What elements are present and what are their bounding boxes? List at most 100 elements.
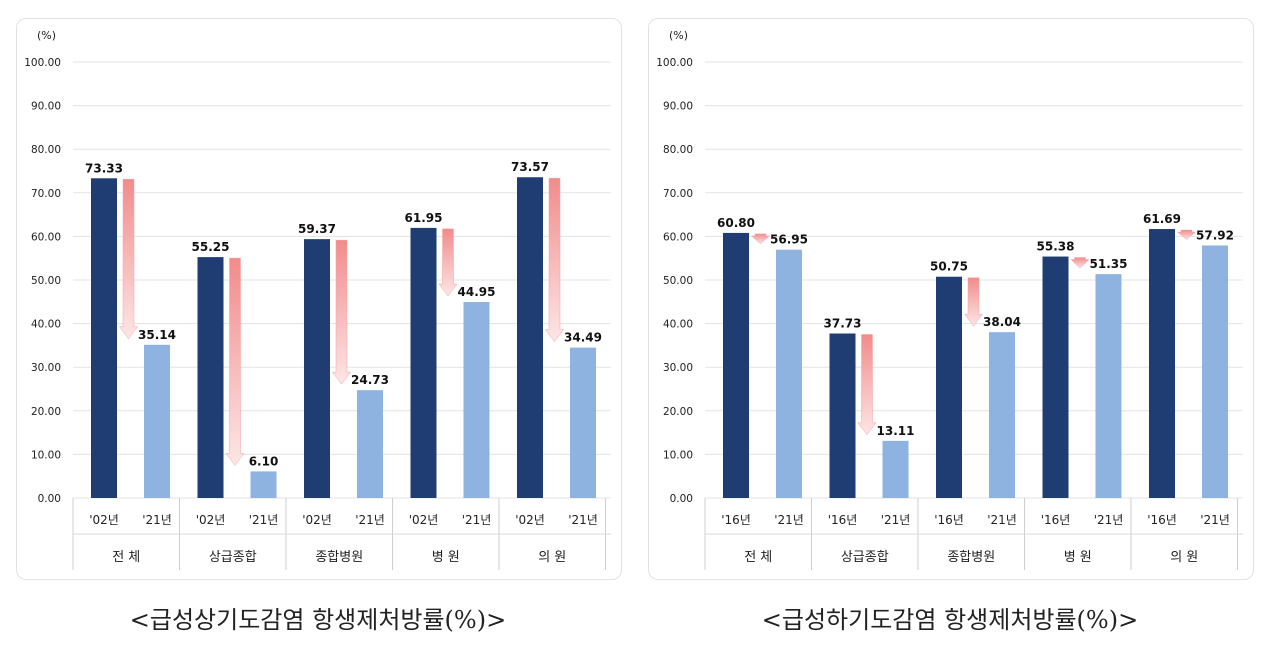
y-tick-label: 20.00: [663, 406, 693, 418]
chart-caption-left: <급성상기도감염 항생제처방률(%)>: [129, 606, 507, 634]
y-tick-label: 60.00: [663, 231, 693, 243]
y-tick-label: 70.00: [31, 188, 61, 200]
y-tick-label: 80.00: [663, 144, 693, 156]
bar-earlier: [410, 227, 437, 498]
y-unit-label: (%): [37, 29, 56, 42]
decrease-arrow: [750, 233, 771, 245]
bar-earlier: [197, 257, 224, 498]
x-category-label: 의 원: [1170, 550, 1198, 565]
x-year-label: '02년: [89, 513, 119, 527]
bar-earlier: [1042, 256, 1069, 498]
x-year-label: '21년: [1200, 513, 1230, 527]
x-category-label: 병 원: [432, 550, 460, 565]
x-category-label: 전 체: [112, 550, 140, 565]
value-label: 34.49: [564, 331, 602, 345]
value-label: 13.11: [877, 424, 915, 438]
chart-panel-right: (%) 0.00 10.00 20.00 30.00 40.00 50.00 60.00 70.…: [648, 18, 1254, 580]
chart-panel-left: (%) 0.00 10.00 20.00 30.00 40.00 50.00 60.00 70.…: [16, 18, 622, 580]
x-category-label: 상급종합: [209, 550, 257, 565]
decrease-arrow: [438, 228, 458, 297]
value-label: 59.37: [298, 222, 336, 236]
decrease-arrow: [964, 277, 983, 327]
value-label: 38.04: [983, 315, 1021, 329]
x-year-label: '16년: [934, 513, 964, 527]
x-category-label: 종합병원: [947, 550, 995, 565]
x-category-label: 상급종합: [841, 550, 889, 565]
chart-caption-right: <급성하기도감염 항생제처방률(%)>: [761, 606, 1139, 634]
x-year-label: '16년: [721, 513, 751, 527]
value-label: 56.95: [770, 233, 808, 247]
bar-chart-left: (%) 0.00 10.00 20.00 30.00 40.00 50.00 60.00 70.…: [24, 29, 611, 570]
x-year-label: '16년: [1147, 513, 1177, 527]
value-label: 60.80: [717, 216, 755, 230]
x-year-label: '21년: [249, 513, 279, 527]
decrease-arrow: [332, 239, 351, 385]
x-year-label: '21년: [1094, 513, 1124, 527]
x-category-label: 의 원: [538, 550, 566, 565]
x-year-label: '21년: [355, 513, 385, 527]
decrease-arrow: [119, 179, 138, 340]
decrease-arrow: [1070, 257, 1090, 269]
y-tick-label: 70.00: [663, 188, 693, 200]
bar-earlier: [723, 232, 749, 499]
bar-earlier: [1149, 229, 1175, 498]
y-tick-label: 90.00: [663, 101, 693, 113]
decrease-arrow: [545, 177, 564, 343]
value-label: 37.73: [824, 316, 862, 330]
x-year-label: '02년: [515, 513, 545, 527]
bar-earlier: [91, 178, 117, 499]
bar-later: [250, 471, 277, 498]
y-tick-label: 10.00: [663, 449, 693, 461]
y-tick-label: 40.00: [663, 319, 693, 331]
bar-later: [1202, 245, 1228, 498]
x-year-label: '21년: [568, 513, 598, 527]
y-tick-label: 20.00: [31, 406, 61, 418]
y-tick-label: 30.00: [663, 362, 693, 374]
x-year-label: '02년: [196, 513, 226, 527]
decrease-arrow: [225, 257, 245, 466]
value-label: 55.25: [192, 240, 230, 254]
bar-earlier: [936, 276, 962, 498]
decrease-arrow: [857, 334, 877, 436]
value-label: 24.73: [351, 373, 389, 387]
x-year-label: '21년: [462, 513, 492, 527]
bar-earlier: [304, 239, 330, 499]
x-year-label: '21년: [987, 513, 1017, 527]
x-year-label: '21년: [774, 513, 804, 527]
y-tick-label: 30.00: [31, 362, 61, 374]
y-tick-label: 50.00: [31, 275, 61, 287]
x-year-label: '21년: [881, 513, 911, 527]
y-unit-label: (%): [669, 29, 688, 42]
bar-later: [144, 344, 170, 498]
bar-later: [882, 440, 909, 498]
y-tick-label: 40.00: [31, 319, 61, 331]
bar-chart-right: (%) 0.00 10.00 20.00 30.00 40.00 50.00 60.00 70.…: [656, 29, 1243, 570]
y-tick-label: 0.00: [38, 493, 61, 505]
value-label: 61.95: [405, 211, 443, 225]
value-label: 35.14: [138, 328, 176, 342]
y-tick-label: 50.00: [663, 275, 693, 287]
y-tick-label: 0.00: [670, 493, 693, 505]
value-label: 44.95: [458, 285, 496, 299]
x-year-label: '02년: [409, 513, 439, 527]
x-year-label: '21년: [142, 513, 172, 527]
decrease-arrow: [1176, 229, 1197, 240]
bar-later: [357, 390, 383, 498]
y-tick-label: 60.00: [31, 231, 61, 243]
bar-later: [776, 249, 802, 498]
y-tick-label: 100.00: [656, 57, 693, 69]
bar-later: [463, 302, 490, 498]
x-year-label: '16년: [1041, 513, 1071, 527]
x-category-label: 종합병원: [315, 550, 363, 565]
bar-earlier: [517, 177, 543, 498]
x-category-label: 전 체: [744, 550, 772, 565]
y-tick-label: 10.00: [31, 449, 61, 461]
value-label: 73.57: [511, 160, 549, 174]
value-label: 55.38: [1037, 240, 1075, 254]
y-tick-label: 90.00: [31, 101, 61, 113]
value-label: 51.35: [1090, 257, 1128, 271]
x-category-label: 병 원: [1064, 550, 1092, 565]
value-label: 61.69: [1143, 212, 1181, 226]
value-label: 57.92: [1196, 228, 1234, 242]
bar-earlier: [829, 333, 856, 498]
